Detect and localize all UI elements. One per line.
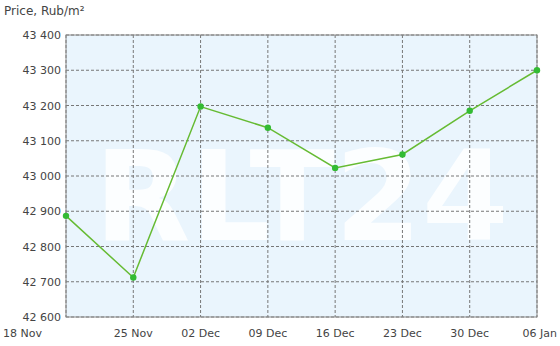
- title: Price, Rub/m²: [4, 4, 85, 18]
- point: [399, 151, 405, 157]
- point: [332, 165, 338, 171]
- x-tick-label: 25 Nov: [114, 327, 153, 340]
- grid-line: [66, 281, 537, 282]
- x-tick-label: 16 Dec: [316, 327, 355, 340]
- grid-line: [66, 70, 537, 71]
- watermark: RLT24: [94, 124, 508, 269]
- point: [130, 274, 136, 280]
- y-tick-label: 43 000: [23, 170, 62, 183]
- y-tick-label: 42 700: [23, 276, 62, 289]
- line: [66, 70, 537, 277]
- point: [534, 67, 540, 73]
- grid-line-x: [267, 35, 268, 317]
- y-tick-label: 42 600: [23, 311, 62, 324]
- point: [265, 125, 271, 131]
- point: [63, 213, 69, 219]
- y-tick-label: 43 400: [23, 29, 62, 42]
- series: [63, 67, 540, 281]
- y-tick-label: 43 200: [23, 100, 62, 113]
- x-tick-label: 02 Dec: [181, 327, 220, 340]
- plot-frame: [66, 35, 537, 317]
- grid-line-x: [469, 35, 470, 317]
- y-tick-label: 43 300: [23, 64, 62, 77]
- grid-line-x: [335, 35, 336, 317]
- grid-line: [66, 140, 537, 141]
- grid-line-x: [402, 35, 403, 317]
- y-tick-label: 42 800: [23, 241, 62, 254]
- grid-line: [66, 176, 537, 177]
- y-tick-label: 42 900: [23, 205, 62, 218]
- x-tick-label: 18 Nov: [3, 327, 42, 340]
- x-tick-label: 23 Dec: [383, 327, 422, 340]
- x-tick-label: 30 Dec: [450, 327, 489, 340]
- x-tick-label: 09 Dec: [248, 327, 287, 340]
- grid-line-x: [200, 35, 201, 317]
- grid-line: [66, 246, 537, 247]
- grid-line: [66, 105, 537, 106]
- point: [197, 103, 203, 109]
- point: [467, 108, 473, 114]
- chart: RLT24 42 600 42 700 42 800 42 900 43 000 43 10…: [0, 0, 560, 346]
- x-tick-label: 06 Jan: [523, 327, 557, 340]
- grid-line: [66, 211, 537, 212]
- plot-area: [66, 35, 537, 317]
- y-tick-label: 43 100: [23, 135, 62, 148]
